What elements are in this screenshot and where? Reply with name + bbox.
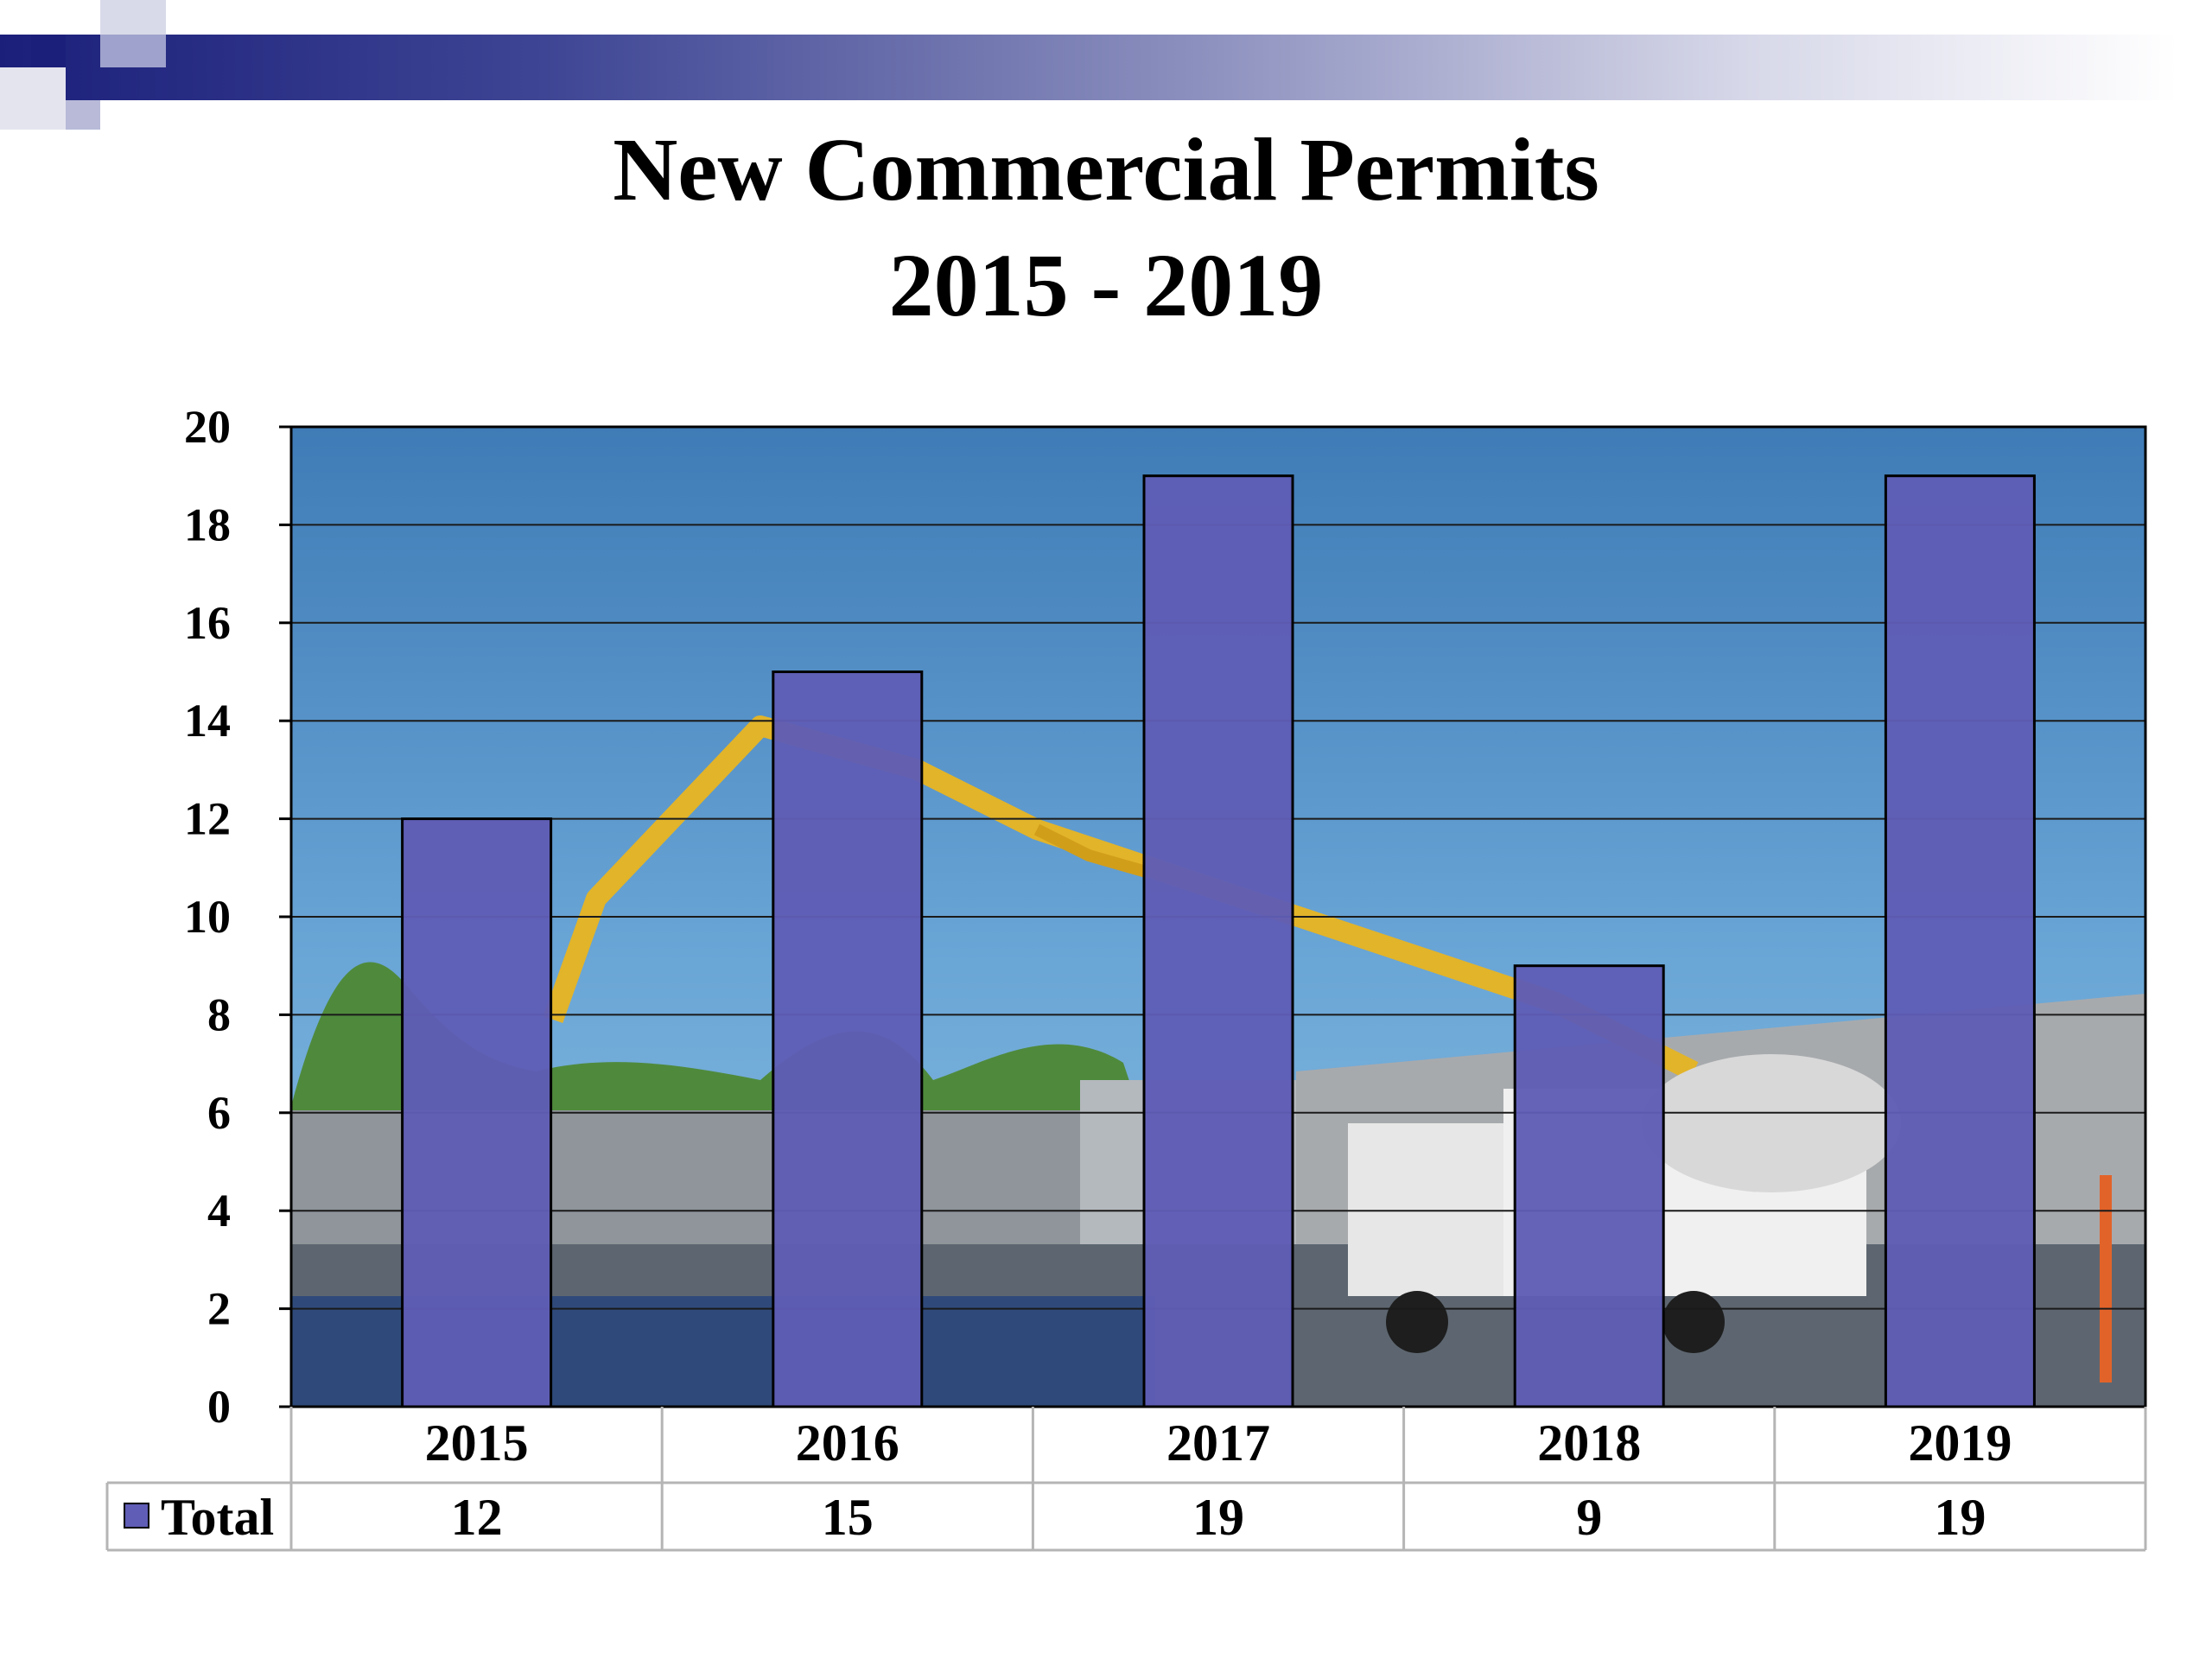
table-value: 19 xyxy=(1934,1489,1986,1546)
header-square-light xyxy=(100,0,166,35)
header-square-pale xyxy=(0,67,66,130)
bars xyxy=(401,474,2036,1408)
bar-2018 xyxy=(1513,964,1665,1408)
x-category-label: 2015 xyxy=(425,1414,529,1471)
x-category-label: 2016 xyxy=(796,1414,899,1471)
y-tick-label: 20 xyxy=(184,401,231,453)
table-value: 9 xyxy=(1576,1489,1602,1546)
y-tick-label: 8 xyxy=(207,988,231,1040)
series-name: Total xyxy=(161,1489,274,1546)
bar-2015 xyxy=(401,817,553,1408)
legend-swatch xyxy=(124,1503,149,1529)
table-value: 12 xyxy=(451,1489,503,1546)
bar-2019 xyxy=(1884,474,2036,1408)
chart-title-line2: 2015 - 2019 xyxy=(888,236,1324,335)
data-table: 2015 12 2016 15 2017 19 2018 9 2019 19 Total xyxy=(105,1407,2147,1552)
x-category-label: 2017 xyxy=(1166,1414,1270,1471)
bar-2016 xyxy=(772,671,924,1408)
header-square-mid xyxy=(100,35,166,67)
y-tick-label: 16 xyxy=(184,597,231,649)
table-value: 19 xyxy=(1192,1489,1244,1546)
y-axis: 0 2 4 6 8 10 12 14 16 18 20 xyxy=(184,401,291,1433)
y-tick-label: 12 xyxy=(184,793,231,845)
x-category-label: 2019 xyxy=(1908,1414,2012,1471)
chart-title-line1: New Commercial Permits xyxy=(613,120,1599,219)
y-tick-label: 14 xyxy=(184,695,231,747)
header-square-soft xyxy=(66,100,100,130)
y-tick-label: 0 xyxy=(207,1381,231,1433)
table-value: 15 xyxy=(822,1489,874,1546)
y-tick-label: 10 xyxy=(184,891,231,943)
y-tick-label: 18 xyxy=(184,499,231,550)
y-tick-label: 6 xyxy=(207,1087,231,1139)
header-gradient-band xyxy=(0,35,2177,100)
chart-title: New Commercial Permits 2015 - 2019 xyxy=(0,112,2212,344)
y-tick-label: 2 xyxy=(207,1283,231,1335)
bar-2017 xyxy=(1142,474,1294,1408)
x-category-label: 2018 xyxy=(1537,1414,1641,1471)
header-square-dark xyxy=(31,35,66,67)
y-tick-label: 4 xyxy=(207,1185,231,1236)
